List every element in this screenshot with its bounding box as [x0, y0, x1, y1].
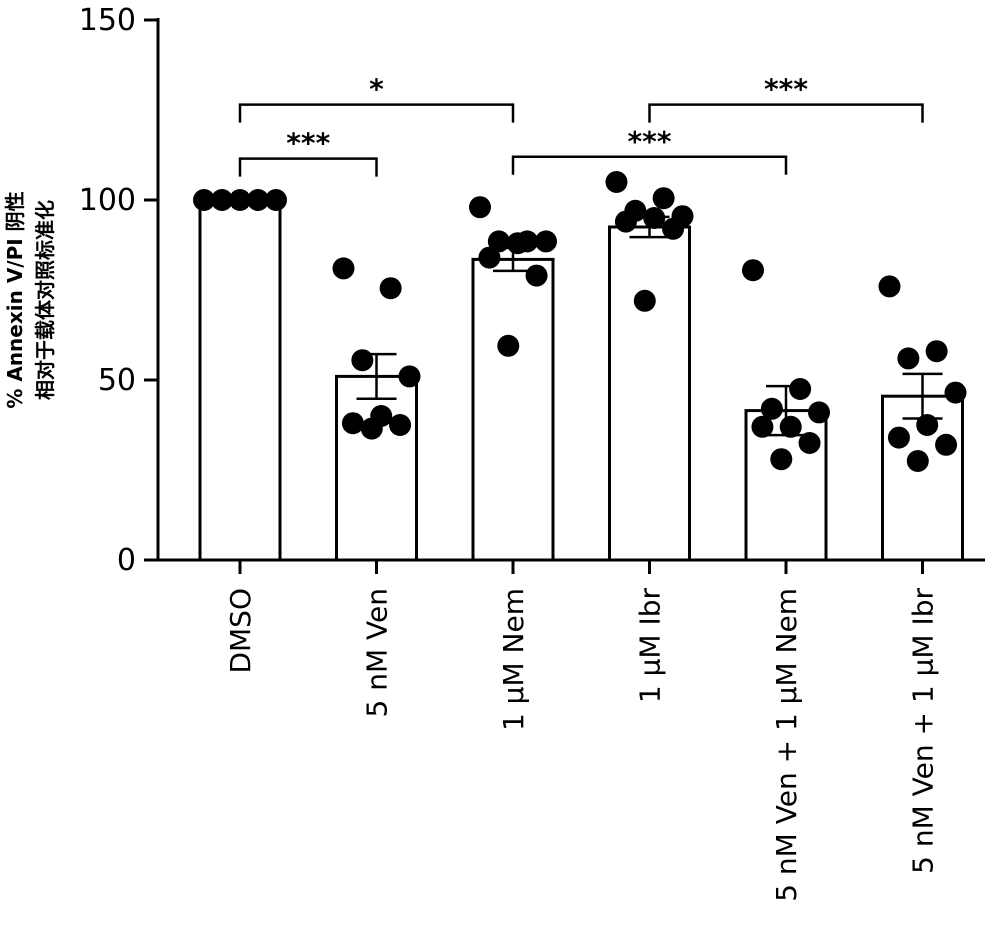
data-point: [341, 412, 364, 435]
x-tick-label: 1 μM Nem: [497, 588, 530, 731]
significance-label: ***: [628, 125, 672, 158]
significance-bracket: [511, 155, 788, 175]
data-point: [469, 196, 491, 219]
data-point: [633, 289, 656, 312]
data-point: [662, 217, 685, 240]
y-axis-label-line-1: % Annexin V/PI 阴性: [3, 191, 27, 408]
x-tick-label: DMSO: [224, 588, 257, 674]
data-point: [506, 232, 529, 255]
bar: [471, 257, 555, 562]
data-point: [916, 414, 939, 436]
significance-bracket: [238, 157, 378, 177]
y-tick-label: 100: [79, 183, 136, 218]
data-point: [229, 189, 251, 211]
data-point: [897, 347, 920, 370]
data-point: [760, 397, 783, 420]
data-point: [742, 259, 764, 282]
data-point: [265, 189, 287, 211]
data-point: [935, 433, 958, 456]
data-point: [652, 187, 675, 210]
y-axis-label-line-2: 相对于载体对照标准化: [33, 200, 57, 400]
data-point: [360, 417, 383, 440]
data-point: [878, 275, 901, 298]
data-point: [808, 401, 830, 424]
data-point: [497, 334, 520, 357]
x-tick-label: 5 nM Ven: [361, 588, 394, 717]
data-point: [798, 432, 821, 454]
data-point: [389, 414, 412, 436]
data-point: [193, 189, 215, 211]
data-point: [379, 277, 402, 300]
y-tick-label: 50: [98, 363, 136, 398]
bar: [608, 225, 691, 562]
bar: [335, 374, 418, 562]
x-tick-label: 5 nM Ven + 1 μM Ibr: [907, 588, 940, 874]
significance-bracket: [648, 103, 924, 123]
significance-label: *: [369, 73, 384, 106]
data-point: [789, 378, 812, 400]
data-point: [906, 450, 929, 472]
y-tick-label: 150: [79, 3, 136, 38]
data-point: [770, 448, 793, 471]
data-point: [751, 415, 774, 438]
data-point: [487, 230, 510, 253]
data-point: [332, 257, 355, 280]
data-point: [525, 264, 548, 287]
y-tick-label: 0: [117, 543, 136, 578]
x-tick-label: 1 μM Ibr: [634, 588, 667, 704]
data-point: [925, 340, 948, 363]
significance-label: ***: [764, 73, 808, 106]
bar: [198, 198, 282, 562]
significance-label: ***: [286, 127, 330, 160]
data-point: [535, 230, 557, 253]
data-point: [944, 381, 967, 404]
x-tick-label: 5 nM Ven + 1 μM Nem: [770, 588, 803, 902]
data-point: [614, 210, 637, 233]
data-point: [211, 189, 233, 211]
data-point: [779, 415, 802, 438]
data-point: [887, 426, 910, 449]
significance-bracket: [238, 103, 515, 123]
data-point: [247, 189, 269, 211]
data-point: [398, 365, 421, 388]
data-point: [643, 207, 666, 229]
data-point: [605, 171, 628, 193]
data-point: [351, 349, 374, 372]
data-point: [478, 246, 501, 269]
